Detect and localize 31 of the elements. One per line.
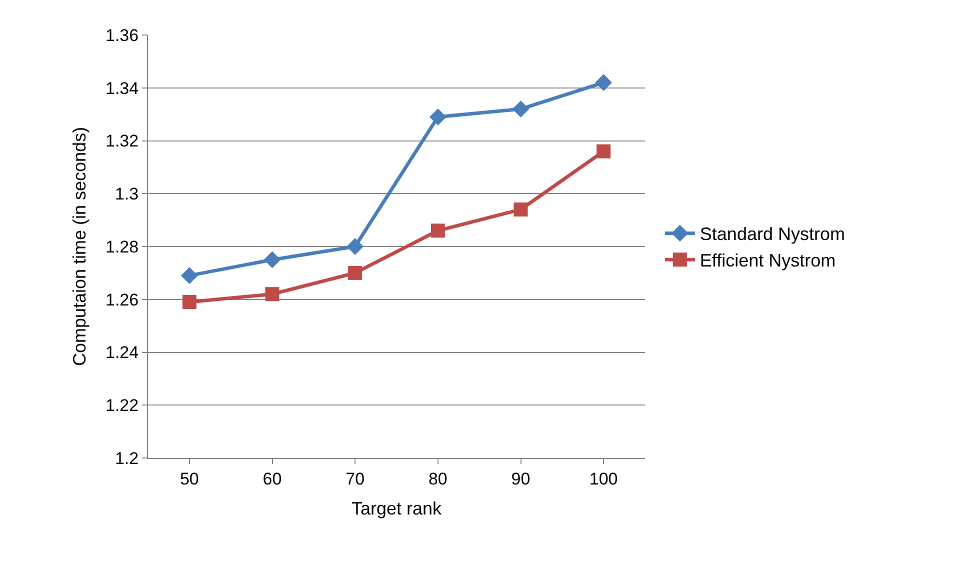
- point: [512, 100, 530, 118]
- point: [182, 295, 196, 310]
- x-tick-label: 60: [262, 469, 282, 488]
- y-tick-label: 1.34: [106, 78, 139, 98]
- point: [348, 266, 362, 280]
- x-tick-label: 100: [589, 469, 618, 488]
- point: [430, 224, 445, 238]
- y-tick-label: 1.24: [106, 343, 139, 362]
- point: [429, 108, 446, 126]
- x-tick-label: 70: [346, 469, 365, 488]
- y-tick-label: 1.22: [106, 396, 139, 416]
- x-tick-label: 80: [428, 469, 448, 488]
- y-tick-label: 1.3: [114, 184, 139, 204]
- y-tick-label: 1.28: [106, 237, 139, 256]
- legend-label: Efficient Nystrom: [700, 250, 836, 271]
- y-tick-label: 1.2: [114, 448, 139, 468]
- y-tick-label: 1.26: [106, 290, 139, 310]
- point: [264, 251, 281, 268]
- y-axis-title: Computaion time (in seconds): [70, 126, 90, 366]
- point: [595, 74, 612, 92]
- point: [180, 267, 198, 284]
- point: [596, 144, 611, 158]
- point: [514, 202, 528, 216]
- point: [265, 287, 280, 302]
- point: [346, 238, 364, 255]
- x-tick-label: 50: [180, 469, 199, 488]
- y-tick-label: 1.36: [106, 26, 139, 45]
- x-axis-title: Target rank: [351, 498, 443, 518]
- legend-label: Standard Nystrom: [700, 224, 845, 244]
- x-tick-label: 90: [511, 469, 530, 488]
- y-tick-label: 1.32: [106, 132, 139, 151]
